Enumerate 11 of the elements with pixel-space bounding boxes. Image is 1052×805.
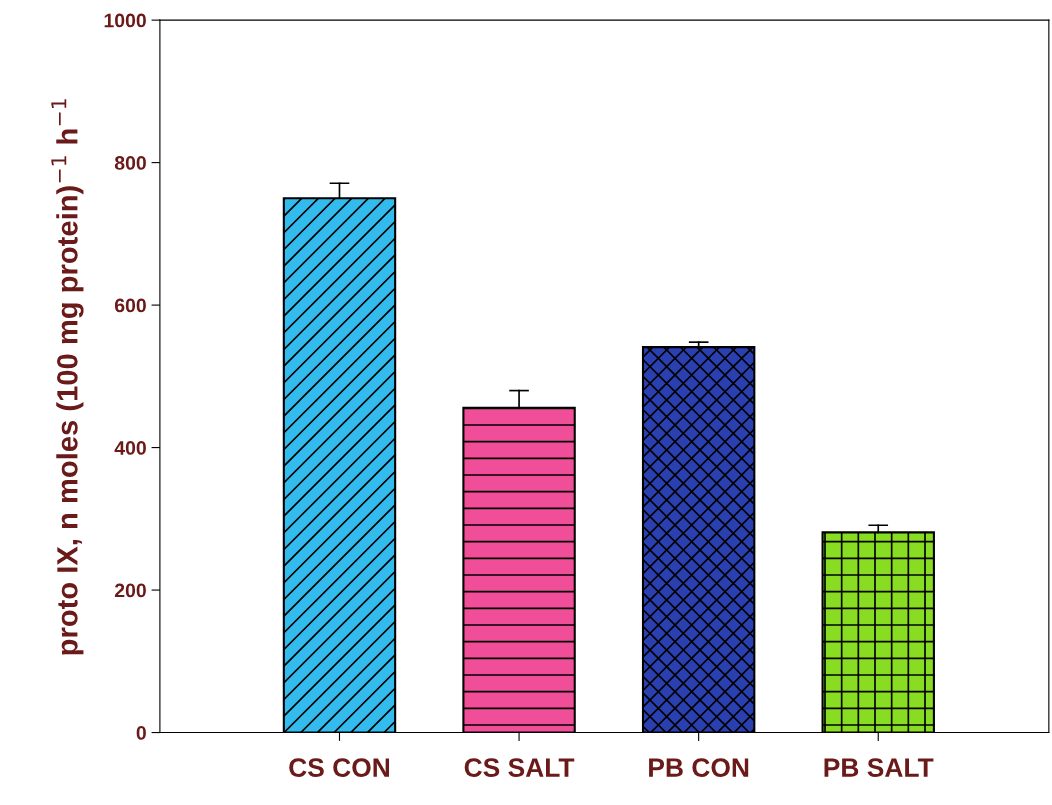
y-axis-title: proto IX, n moles (100 mg protein)$^{−1}$ h$^{−1}$ [51,99,84,655]
y-tick-label: 200 [114,583,146,598]
y-tick-label: 800 [114,156,146,170]
x-tick-label: PB SALT [824,758,934,777]
x-tick-label: PB CON [649,758,749,777]
x-tick-label: CS CON [289,758,390,777]
y-tick-label: 0 [136,726,146,740]
y-tick-label: 600 [114,298,146,313]
y-tick-label: 400 [114,441,146,455]
x-tick-label: CS SALT [464,758,575,777]
y-tick-label: 1000 [104,13,146,28]
